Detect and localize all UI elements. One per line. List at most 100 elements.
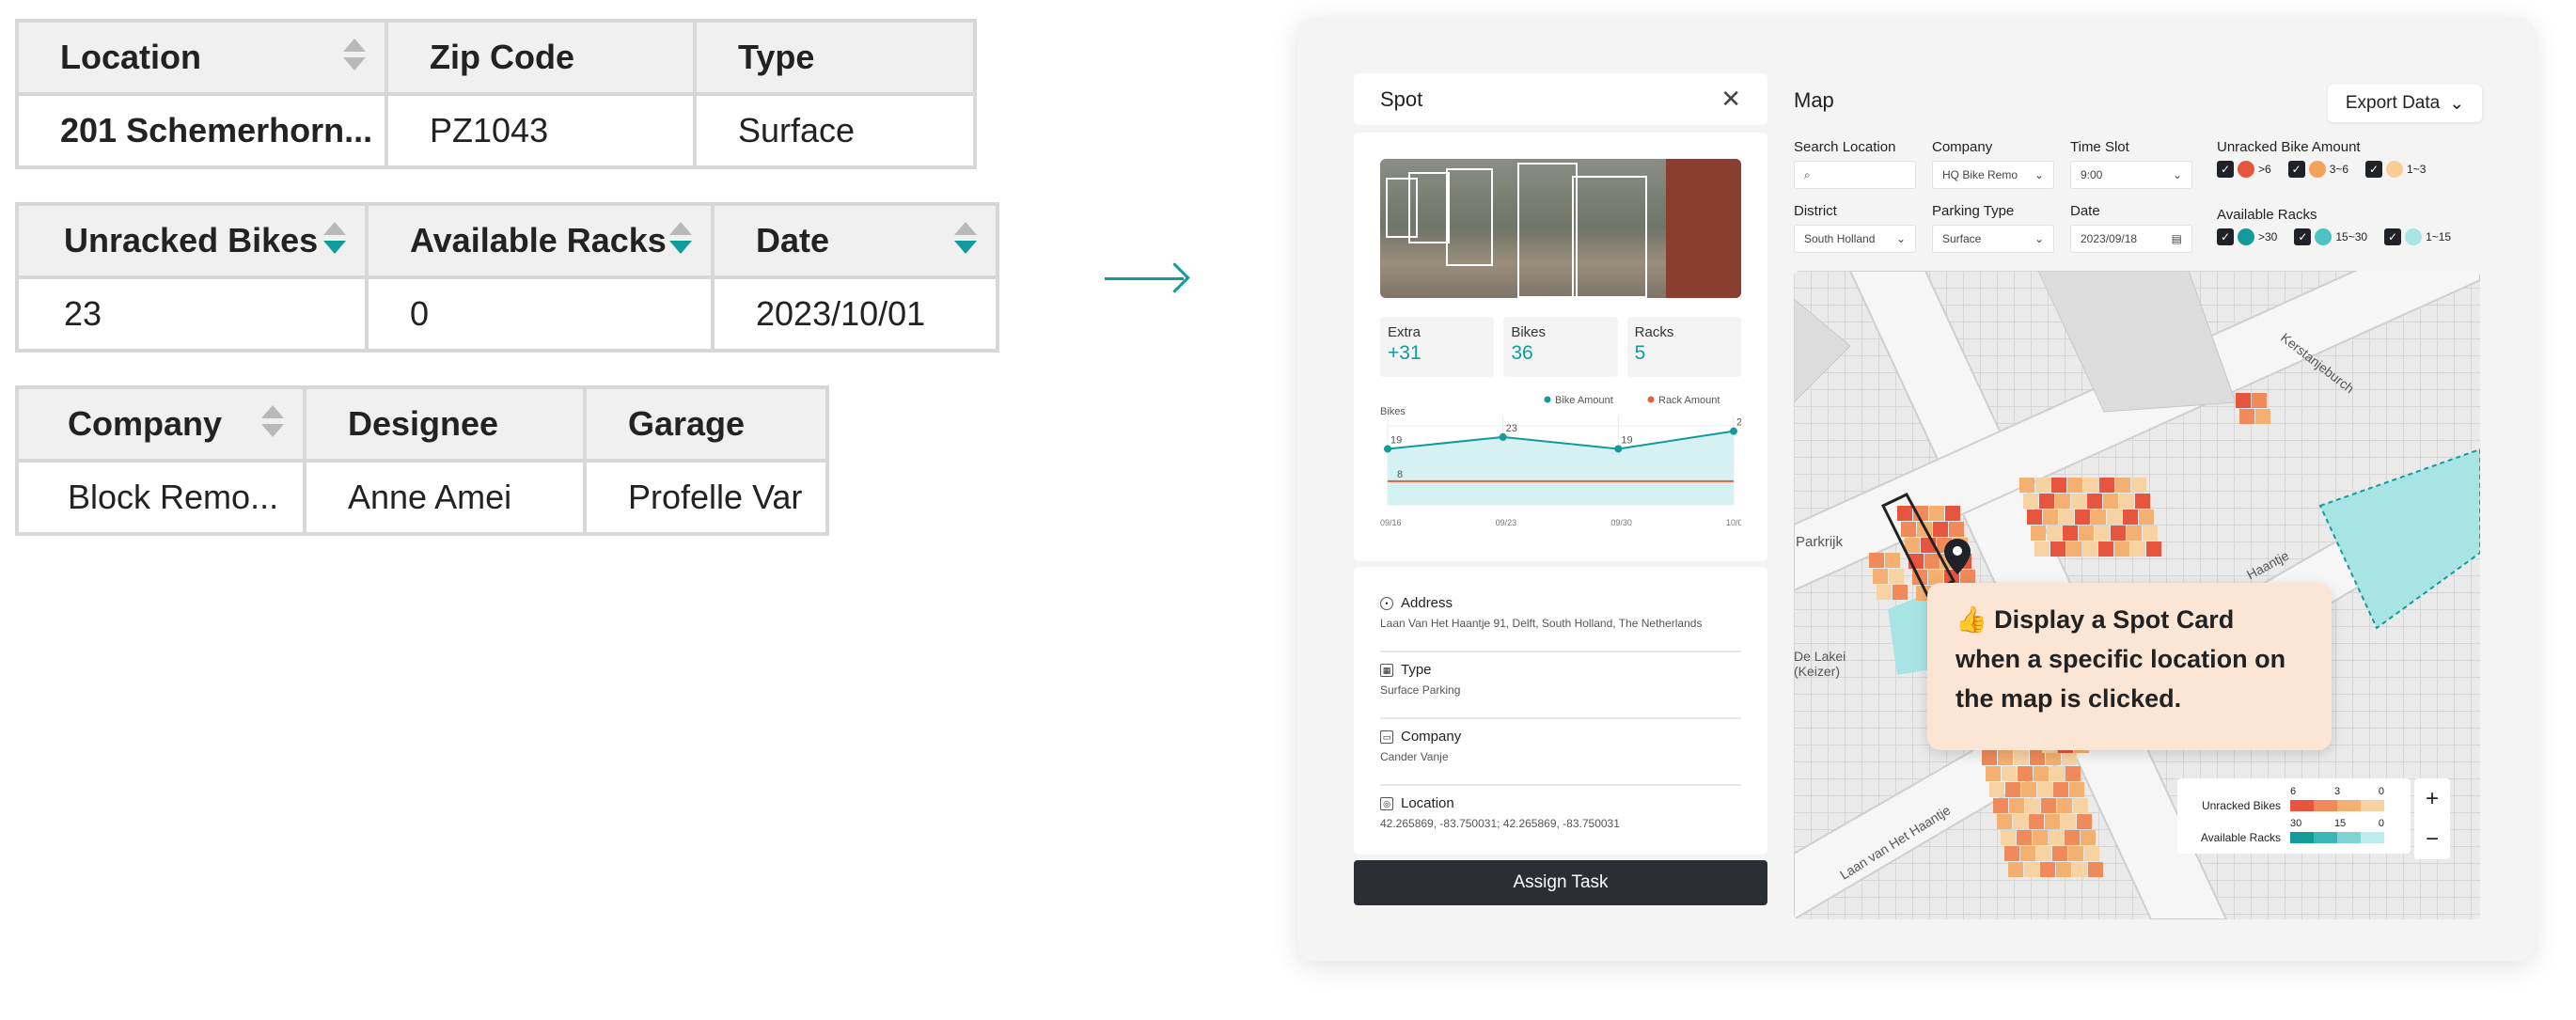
heat-cell[interactable] <box>2041 798 2056 813</box>
heat-cell[interactable] <box>2067 478 2082 493</box>
heat-cell[interactable] <box>2115 478 2130 493</box>
unracked-checkbox-2[interactable]: ✓ <box>2287 161 2305 178</box>
heat-cell[interactable] <box>2039 494 2054 509</box>
heat-cell[interactable] <box>2004 846 2019 861</box>
export-data-button[interactable]: Export Data ⌄ <box>2328 85 2482 122</box>
heat-cell[interactable] <box>2123 510 2138 525</box>
heat-cell[interactable] <box>2146 541 2161 557</box>
district-select[interactable]: South Holland ⌄ <box>1794 225 1916 253</box>
timeslot-select[interactable]: 9:00 ⌄ <box>2070 161 2192 189</box>
heat-cell[interactable] <box>2051 478 2066 493</box>
heat-cell[interactable] <box>1877 585 1892 600</box>
heat-cell[interactable] <box>2063 526 2078 541</box>
heat-cell[interactable] <box>2111 526 2126 541</box>
heat-cell[interactable] <box>1949 522 1964 537</box>
heat-cell[interactable] <box>2087 494 2102 509</box>
company-select[interactable]: HQ Bike Remo ⌄ <box>1932 161 2054 189</box>
heat-cell[interactable] <box>2005 782 2020 797</box>
heat-cell[interactable] <box>2135 494 2150 509</box>
heat-cell[interactable] <box>2059 510 2074 525</box>
heat-cell[interactable] <box>1997 814 2012 829</box>
heat-cell[interactable] <box>2139 510 2154 525</box>
heat-cell[interactable] <box>1989 782 2004 797</box>
heat-cell[interactable] <box>2072 862 2087 877</box>
heat-cell[interactable] <box>2131 478 2146 493</box>
heat-cell[interactable] <box>2027 510 2042 525</box>
heat-cell[interactable] <box>2255 409 2270 424</box>
heat-cell[interactable] <box>2008 862 2023 877</box>
heat-cell[interactable] <box>2030 750 2045 765</box>
heat-cell[interactable] <box>2066 766 2081 781</box>
heat-cell[interactable] <box>1901 522 1916 537</box>
racks-checkbox-2[interactable]: ✓ <box>2294 228 2312 245</box>
unracked-checkbox-3[interactable]: ✓ <box>2365 161 2383 178</box>
heat-cell[interactable] <box>2114 541 2129 557</box>
parking-select[interactable]: Surface ⌄ <box>1932 225 2054 253</box>
heat-cell[interactable] <box>1913 506 1928 521</box>
heat-cell[interactable] <box>1929 506 1944 521</box>
heat-cell[interactable] <box>2099 478 2114 493</box>
racks-checkbox-3[interactable]: ✓ <box>2384 228 2402 245</box>
heat-cell[interactable] <box>1998 750 2013 765</box>
header-racks[interactable]: Available Racks <box>365 202 715 279</box>
heat-cell[interactable] <box>2083 478 2098 493</box>
heat-cell[interactable] <box>2018 766 2033 781</box>
heat-cell[interactable] <box>2036 846 2051 861</box>
heat-cell[interactable] <box>2081 830 2096 845</box>
heat-cell[interactable] <box>2068 846 2083 861</box>
map-canvas[interactable]: Kerstanjeburch Parkrijk Haantje De Lakei… <box>1794 271 2480 919</box>
heat-cell[interactable] <box>2079 526 2094 541</box>
heat-cell[interactable] <box>2071 494 2086 509</box>
heat-cell[interactable] <box>2013 814 2028 829</box>
heat-cell[interactable] <box>2075 510 2090 525</box>
heat-cell[interactable] <box>2143 526 2158 541</box>
heat-cell[interactable] <box>1889 569 1904 584</box>
heat-cell[interactable] <box>1933 522 1948 537</box>
heat-cell[interactable] <box>2034 541 2050 557</box>
heat-cell[interactable] <box>2021 782 2036 797</box>
heat-cell[interactable] <box>2069 782 2084 797</box>
header-location[interactable]: Location <box>15 19 388 96</box>
heat-cell[interactable] <box>2050 541 2066 557</box>
sort-icon[interactable] <box>669 222 692 259</box>
heat-cell[interactable] <box>2055 494 2070 509</box>
heat-cell[interactable] <box>2025 798 2040 813</box>
heat-cell[interactable] <box>2252 393 2267 408</box>
heat-cell[interactable] <box>1928 570 1943 585</box>
heat-cell[interactable] <box>1885 553 1900 568</box>
heat-cell[interactable] <box>2009 798 2024 813</box>
heat-cell[interactable] <box>1993 798 2008 813</box>
sort-icon[interactable] <box>323 222 346 259</box>
heat-cell[interactable] <box>2050 766 2065 781</box>
heat-cell[interactable] <box>2049 830 2064 845</box>
header-company[interactable]: Company <box>15 385 306 463</box>
sort-icon[interactable] <box>343 39 366 76</box>
heat-cell[interactable] <box>2088 862 2103 877</box>
heat-cell[interactable] <box>1986 766 2001 781</box>
map-pin-icon[interactable] <box>1944 539 1971 574</box>
heat-cell[interactable] <box>2023 494 2038 509</box>
heat-cell[interactable] <box>1945 506 1960 521</box>
sort-icon[interactable] <box>954 222 977 259</box>
racks-checkbox-1[interactable]: ✓ <box>2217 228 2234 245</box>
heat-cell[interactable] <box>2098 541 2113 557</box>
heat-cell[interactable] <box>2031 526 2046 541</box>
assign-task-button[interactable]: Assign Task <box>1354 860 1767 905</box>
heat-cell[interactable] <box>2002 766 2017 781</box>
heat-cell[interactable] <box>2130 541 2145 557</box>
heat-cell[interactable] <box>2062 750 2077 765</box>
date-input[interactable]: 2023/09/18 ▤ <box>2070 225 2192 253</box>
heat-cell[interactable] <box>1905 538 1920 553</box>
heat-cell[interactable] <box>1982 750 1997 765</box>
heat-cell[interactable] <box>2037 782 2052 797</box>
heat-cell[interactable] <box>2024 862 2039 877</box>
zoom-in-button[interactable]: + <box>2425 785 2439 811</box>
heat-cell[interactable] <box>2020 846 2035 861</box>
heat-cell[interactable] <box>2239 409 2254 424</box>
heat-cell[interactable] <box>1873 569 1888 584</box>
heat-cell[interactable] <box>2057 798 2072 813</box>
heat-cell[interactable] <box>1893 585 1908 600</box>
heat-cell[interactable] <box>2014 750 2029 765</box>
heat-cell[interactable] <box>2084 846 2099 861</box>
heat-cell[interactable] <box>2103 494 2118 509</box>
